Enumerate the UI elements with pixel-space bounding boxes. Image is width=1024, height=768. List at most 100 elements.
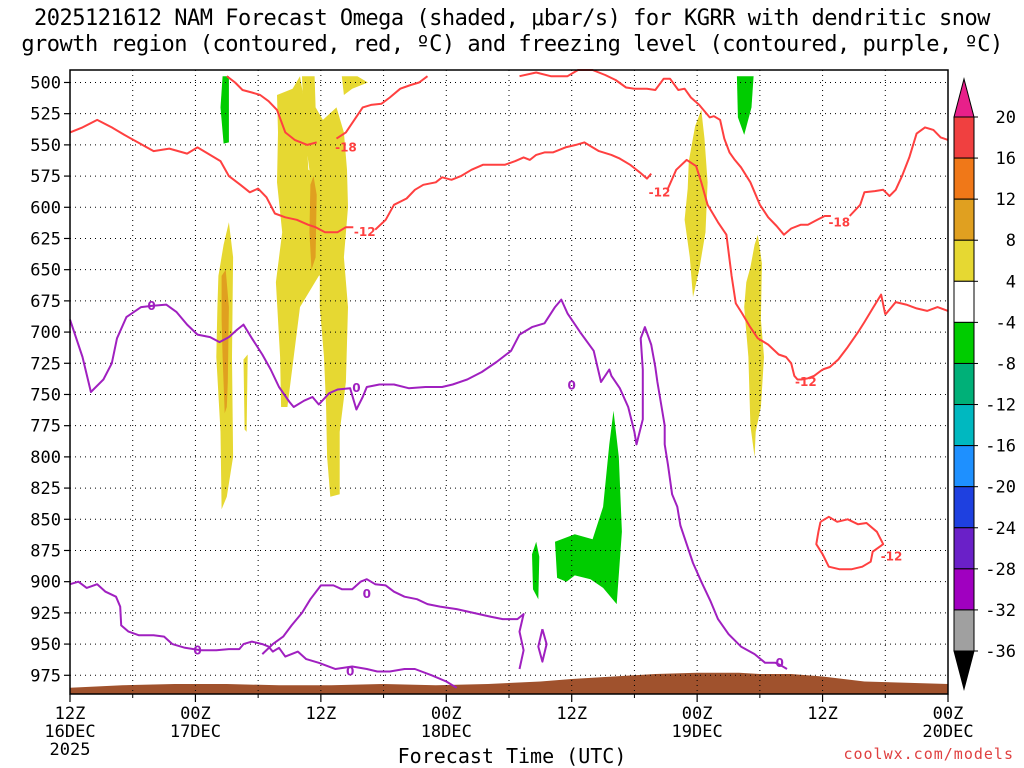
x-tick-label-60-1: 19DEC — [672, 722, 723, 742]
omega-shade-yellow-g — [744, 234, 764, 457]
x-tick-label-36-1: 18DEC — [421, 722, 472, 742]
freezing-label-3: 0 — [363, 587, 371, 601]
site-credit: coolwx.com/models — [843, 745, 1014, 763]
dgz-contour-minus-18-top — [226, 75, 317, 146]
colorbar-band-7 — [953, 404, 975, 447]
colorbar-band-0 — [953, 116, 975, 159]
colorbar-label-7: -12 — [985, 396, 1016, 416]
freezing-label-5: 0 — [346, 665, 354, 679]
x-tick-label-48-0: 12Z — [556, 704, 587, 724]
chart-title: 2025121612 NAM Forecast Omega (shaded, μ… — [0, 6, 1024, 58]
y-tick-label-500: 500 — [30, 73, 61, 93]
freezing-level-layer — [69, 298, 788, 689]
y-tick-label-850: 850 — [30, 510, 61, 530]
freezing-contour-zero-mid — [261, 578, 525, 670]
x-tick-label-0-2: 2025 — [50, 740, 91, 760]
dgz-contour-minus-18-east — [848, 126, 949, 217]
colorbar-band-12 — [953, 609, 975, 652]
terrain-fill — [70, 672, 948, 694]
omega-shade-yellow-c — [275, 76, 335, 407]
x-tick-label-60-0: 00Z — [682, 704, 713, 724]
colorbar-label-2: 12 — [996, 190, 1016, 210]
x-tick-label-72-0: 12Z — [807, 704, 838, 724]
colorbar-top-arrow — [953, 77, 975, 118]
omega-shade-yellow-f — [684, 109, 708, 298]
y-tick-label-525: 525 — [30, 105, 61, 125]
dgz-label-4: -12 — [795, 375, 817, 389]
y-tick-label-575: 575 — [30, 167, 61, 187]
x-tick-label-36-0: 00Z — [431, 704, 462, 724]
omega-shade-yellow-e — [341, 76, 368, 95]
colorbar-band-6 — [953, 362, 975, 406]
terrain-layer — [70, 672, 948, 694]
colorbar-band-3 — [953, 239, 975, 282]
y-tick-label-950: 950 — [30, 635, 61, 655]
colorbar-band-2 — [953, 198, 975, 241]
dgz-label-5: -12 — [881, 550, 903, 564]
dgz-contour-minus-18-mid — [335, 75, 429, 140]
y-tick-label-725: 725 — [30, 354, 61, 374]
colorbar-label-12: -32 — [985, 601, 1016, 621]
chart-title-line1: 2025121612 NAM Forecast Omega (shaded, μ… — [34, 6, 990, 31]
freezing-label-1: 0 — [352, 381, 360, 395]
freezing-label-6: 0 — [776, 656, 784, 670]
omega-shade-green-b — [736, 76, 754, 135]
x-tick-label-24-0: 12Z — [305, 704, 336, 724]
dgz-contour-layer — [69, 69, 949, 571]
x-tick-label-0-1: 16DEC — [44, 722, 95, 742]
x-tick-label-0-0: 12Z — [55, 704, 86, 724]
colorbar-label-13: -36 — [985, 642, 1016, 662]
y-tick-label-800: 800 — [30, 448, 61, 468]
colorbar: 20 16 12 8 4 -4 -8 -12 -16 -20 -24 -28 -32 -36 — [953, 77, 1016, 691]
dgz-contour-minus-12-ring — [815, 515, 885, 571]
omega-shade-orange-a — [221, 269, 229, 414]
x-axis-label: Forecast Time (UTC) — [397, 744, 627, 768]
x-tick-label-84-1: 20DEC — [922, 722, 973, 742]
y-tick-label-625: 625 — [30, 229, 61, 249]
colorbar-label-5: -4 — [996, 313, 1016, 333]
freezing-contour-zero-lower — [69, 580, 458, 689]
y-tick-label-600: 600 — [30, 198, 61, 218]
colorbar-label-10: -24 — [985, 519, 1016, 539]
y-tick-label-750: 750 — [30, 385, 61, 405]
x-tick-label-12-1: 17DEC — [170, 722, 221, 742]
colorbar-band-11 — [953, 568, 975, 611]
dgz-label-2: -12 — [649, 185, 671, 199]
y-axis: 500 525 550 575 600 625 650 675 700 725 750 775 800 8… — [30, 73, 70, 686]
grid-layer — [70, 70, 948, 694]
dgz-label-1: -12 — [354, 225, 376, 239]
dgz-contour-minus-12-mid — [374, 141, 652, 231]
y-tick-label-775: 775 — [30, 417, 61, 437]
colorbar-band-8 — [953, 445, 975, 488]
colorbar-label-9: -20 — [985, 478, 1016, 498]
x-tick-label-12-0: 00Z — [180, 704, 211, 724]
chart-title-line2: growth region (contoured, red, ºC) and f… — [21, 32, 1003, 57]
omega-shade-green-d — [532, 541, 540, 600]
dgz-contour-minus-12-east — [884, 301, 949, 316]
y-tick-label-675: 675 — [30, 292, 61, 312]
y-tick-label-975: 975 — [30, 666, 61, 686]
dgz-contour-minus-12-east-join — [822, 293, 887, 371]
dgz-contour-minus-12-right — [666, 158, 824, 381]
y-tick-label-550: 550 — [30, 136, 61, 156]
colorbar-bottom-arrow — [953, 650, 975, 691]
freezing-label-0: 0 — [147, 299, 155, 313]
colorbar-label-1: 16 — [996, 149, 1016, 169]
y-tick-label-650: 650 — [30, 261, 61, 281]
colorbar-label-3: 8 — [1006, 231, 1016, 251]
colorbar-label-8: -16 — [985, 437, 1016, 457]
colorbar-label-6: -8 — [996, 354, 1016, 374]
colorbar-band-1 — [953, 157, 975, 200]
colorbar-band-5 — [953, 321, 975, 364]
omega-shade-yellow-b — [243, 354, 248, 432]
colorbar-label-4: 4 — [1006, 272, 1016, 292]
colorbar-label-0: 20 — [996, 108, 1016, 128]
colorbar-label-11: -28 — [985, 560, 1016, 580]
y-tick-label-925: 925 — [30, 604, 61, 624]
colorbar-band-10 — [953, 527, 975, 570]
x-tick-label-84-0: 00Z — [933, 704, 964, 724]
y-tick-label-875: 875 — [30, 541, 61, 561]
omega-shade-green-a — [220, 76, 229, 144]
y-tick-label-900: 900 — [30, 573, 61, 593]
